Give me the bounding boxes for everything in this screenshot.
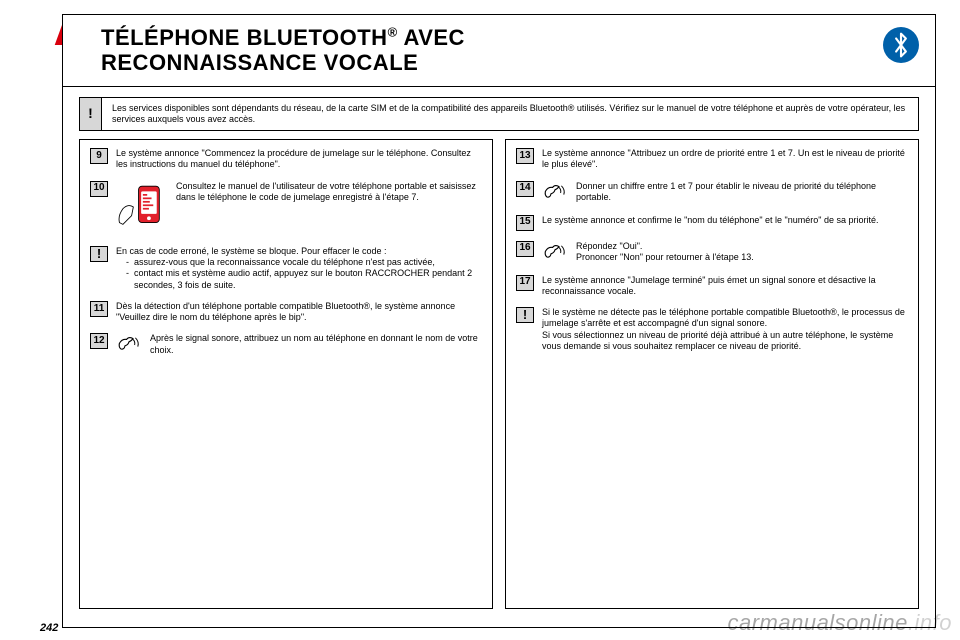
speak-icon <box>542 181 568 205</box>
step-text: Le système annonce "Jumelage terminé" pu… <box>542 275 908 298</box>
step-number-badge: 12 <box>90 333 108 349</box>
step-number-badge: 16 <box>516 241 534 257</box>
columns: 9 Le système annonce "Commencez la procéd… <box>63 139 935 617</box>
step-number-badge: 9 <box>90 148 108 164</box>
speak-icon <box>542 241 568 265</box>
step-text: Le système annonce et confirme le "nom d… <box>542 215 908 231</box>
step-text: Consultez le manuel de l'utilisateur de … <box>176 181 482 236</box>
step-11: 11 Dès la détection d'un téléphone portab… <box>90 301 482 324</box>
warning-icon: ! <box>80 98 102 131</box>
step-16: 16 Répondez "Oui".Prononcer "Non" pour re… <box>516 241 908 265</box>
watermark-dim: .info <box>908 610 952 635</box>
step-number-badge: 11 <box>90 301 108 317</box>
page-frame: TÉLÉPHONE BLUETOOTH® AVEC RECONNAISSANCE… <box>62 14 936 628</box>
bluetooth-icon <box>883 27 919 63</box>
step-text: En cas de code erroné, le système se blo… <box>116 246 482 291</box>
watermark-main: carmanualsonline <box>727 610 907 635</box>
title-line1: TÉLÉPHONE BLUETOOTH <box>101 25 388 50</box>
step-9: 9 Le système annonce "Commencez la procéd… <box>90 148 482 171</box>
step-10: 10 Consultez le manuel de l'utilisateur d… <box>90 181 482 236</box>
step-bullets: assurez-vous que la reconnaissance vocal… <box>116 257 482 291</box>
notice-text: Les services disponibles sont dépendants… <box>102 98 918 131</box>
bullet-item: contact mis et système audio actif, appu… <box>126 268 482 291</box>
step-number-badge: 13 <box>516 148 534 164</box>
step-text: Dès la détection d'un téléphone portable… <box>116 301 482 324</box>
right-column: 13 Le système annonce "Attribuez un ordre… <box>505 139 919 609</box>
step-text: Si le système ne détecte pas le téléphon… <box>542 307 908 352</box>
speak-icon <box>116 333 142 357</box>
step-17: 17 Le système annonce "Jumelage terminé" … <box>516 275 908 298</box>
left-column: 9 Le système annonce "Commencez la procéd… <box>79 139 493 609</box>
step-text: Donner un chiffre entre 1 et 7 pour étab… <box>576 181 908 205</box>
page-number: 242 <box>40 622 58 634</box>
warning-icon: ! <box>90 246 108 262</box>
warning-step: ! En cas de code erroné, le système se bl… <box>90 246 482 291</box>
step-number-badge: 14 <box>516 181 534 197</box>
title-line1-suffix: AVEC <box>398 25 465 50</box>
phone-illustration-icon <box>116 181 168 236</box>
step-12: 12 Après le signal sonore, attribuez un n… <box>90 333 482 357</box>
title-registered: ® <box>388 25 398 40</box>
step-text: Le système annonce "Attribuez un ordre d… <box>542 148 908 171</box>
watermark: carmanualsonline.info <box>727 610 952 636</box>
step-13: 13 Le système annonce "Attribuez un ordre… <box>516 148 908 171</box>
step-14: 14 Donner un chiffre entre 1 et 7 pour ét… <box>516 181 908 205</box>
step-15: 15 Le système annonce et confirme le "nom… <box>516 215 908 231</box>
bullet-item: assurez-vous que la reconnaissance vocal… <box>126 257 482 268</box>
warning-icon: ! <box>516 307 534 323</box>
title-line2: RECONNAISSANCE VOCALE <box>101 50 418 75</box>
step-number-badge: 10 <box>90 181 108 197</box>
step-number-badge: 15 <box>516 215 534 231</box>
step-text: Après le signal sonore, attribuez un nom… <box>150 333 482 357</box>
step-number-badge: 17 <box>516 275 534 291</box>
warning-step: ! Si le système ne détecte pas le télépho… <box>516 307 908 352</box>
page-header: TÉLÉPHONE BLUETOOTH® AVEC RECONNAISSANCE… <box>63 15 935 87</box>
step-text: Le système annonce "Commencez la procédu… <box>116 148 482 171</box>
page-title: TÉLÉPHONE BLUETOOTH® AVEC RECONNAISSANCE… <box>101 25 855 76</box>
step-text: Répondez "Oui".Prononcer "Non" pour reto… <box>576 241 908 265</box>
top-notice: ! Les services disponibles sont dépendan… <box>79 97 919 132</box>
